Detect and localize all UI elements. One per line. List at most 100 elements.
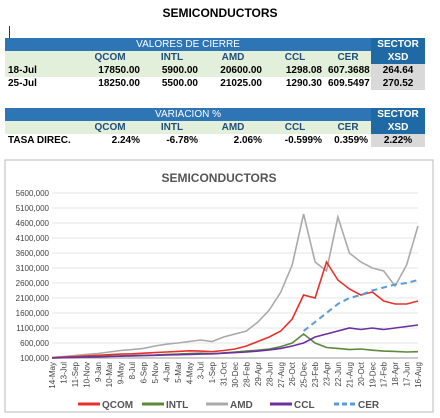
cell: 21025.00 — [220, 78, 262, 89]
x-tick-label: 10-Mar — [105, 362, 114, 388]
legend-label: QCOM — [102, 400, 133, 411]
x-tick-label: 16-Aug — [414, 362, 423, 388]
cell: 20600.00 — [220, 65, 262, 76]
variation-table: VARIACION % SECTOR QCOM INTL AMD CCL CER XSD T… — [5, 108, 426, 147]
x-tick-label: 23-Apr — [323, 362, 332, 386]
cell: -0.599% — [284, 135, 322, 146]
x-tick-label: 23-Feb — [311, 361, 320, 387]
page-title: SEMICONDUCTORS — [162, 6, 278, 20]
cell: INTL — [160, 122, 184, 133]
cell: 5500.00 — [161, 78, 198, 89]
cell: 270.52 — [371, 77, 426, 90]
cell: XSD — [371, 121, 426, 134]
x-tick-label: 6-Sep — [140, 361, 149, 383]
x-tick-label: 13-Jul — [59, 362, 68, 384]
y-tick-label: 3100,000 — [16, 264, 50, 273]
cursor — [9, 26, 10, 38]
cell: 609.5497 — [328, 78, 370, 89]
cell: -6.78% — [166, 135, 198, 146]
legend-label: INTL — [166, 400, 188, 411]
y-tick-label: 3600,000 — [16, 249, 50, 258]
cell: 1298.08 — [285, 65, 322, 76]
cell: 2.22% — [371, 134, 426, 147]
x-tick-label: 29-Apr — [254, 362, 263, 386]
cell: TASA DIREC. — [8, 135, 71, 146]
cell: 607.3688 — [328, 65, 370, 76]
series-line — [51, 324, 419, 359]
x-tick-label: 30-Dec — [231, 362, 240, 388]
x-tick-label: 28-Feb — [242, 361, 251, 387]
y-tick-label: 2100,000 — [16, 294, 50, 303]
x-tick-label: 10-Nov — [82, 362, 91, 388]
y-tick-label: 2600,000 — [16, 279, 50, 288]
cell: 264.64 — [371, 64, 426, 77]
x-tick-label: 18-Apr — [391, 362, 400, 386]
cell: 2.24% — [111, 135, 140, 146]
column-row: QCOM INTL AMD CCL CER XSD — [5, 121, 426, 134]
x-tick-label: 1-Sep — [208, 361, 217, 383]
x-tick-label: 26-Oct — [288, 361, 297, 386]
chart-frame — [4, 159, 434, 413]
x-tick-label: 20-Oct — [357, 361, 366, 386]
x-tick-label: 9-May — [117, 362, 126, 384]
cell: AMD — [221, 52, 245, 63]
legend-label: CER — [358, 400, 380, 411]
x-tick-label: 5-Nov — [151, 362, 160, 383]
x-tick-label: 28-Jun — [265, 362, 274, 386]
y-tick-label: 600,000 — [20, 339, 49, 348]
row: 25-Jul 18250.00 5500.00 21025.00 1290.30 609.… — [5, 77, 426, 90]
cell: QCOM — [94, 52, 126, 63]
cell: 2.06% — [233, 135, 262, 146]
x-tick-label: 9-Jan — [94, 362, 103, 382]
cell: 17850.00 — [98, 65, 140, 76]
x-tick-label: 25-Dec — [300, 362, 309, 388]
x-tick-label: 21-Aug — [345, 362, 354, 388]
cell: XSD — [371, 51, 426, 64]
y-tick-label: 5600,000 — [16, 189, 50, 198]
x-tick-label: 19-Dec — [368, 362, 377, 388]
y-tick-label: 100,000 — [20, 354, 49, 363]
series-line — [302, 279, 419, 332]
y-tick-label: 4100,000 — [16, 234, 50, 243]
cell: CER — [337, 122, 359, 133]
x-tick-label: 8-Jul — [128, 362, 137, 380]
x-tick-label: 17-Jun — [403, 362, 412, 386]
cell: AMD — [221, 122, 245, 133]
x-tick-label: 14-May — [48, 362, 57, 389]
cell: 18-Jul — [8, 65, 37, 76]
x-tick-label: 17-Feb — [380, 361, 389, 387]
y-tick-label: 1600,000 — [16, 309, 50, 318]
cell: 5900.00 — [161, 65, 198, 76]
cell: INTL — [160, 52, 184, 63]
y-tick-label: 5100,000 — [16, 204, 50, 213]
x-tick-label: 3-Jul — [197, 362, 206, 380]
cell: CCL — [284, 122, 306, 133]
x-tick-label: 31-Oct — [220, 361, 229, 386]
column-row: QCOM INTL AMD CCL CER XSD — [5, 51, 426, 64]
cell: CCL — [284, 52, 306, 63]
series-line — [51, 260, 419, 359]
sector-header: SECTOR — [371, 108, 426, 121]
cell: 25-Jul — [8, 78, 37, 89]
cell: 1290.30 — [285, 78, 322, 89]
legend-label: AMD — [230, 400, 253, 411]
x-tick-label: 22-Jun — [334, 362, 343, 386]
table-header: VARIACION % — [5, 108, 372, 121]
x-tick-label: 4-Jan — [162, 362, 171, 382]
legend-label: CCL — [294, 400, 315, 411]
row: TASA DIREC. 2.24% -6.78% 2.06% -0.599% 0.359%… — [5, 134, 426, 147]
x-tick-label: 27-Aug — [277, 362, 286, 388]
cell: 0.359% — [334, 135, 369, 146]
row: 18-Jul 17850.00 5900.00 20600.00 1298.08 607.… — [5, 64, 426, 77]
series-line — [51, 213, 419, 359]
y-tick-label: 4600,000 — [16, 219, 50, 228]
chart-title: SEMICONDUCTORS — [161, 171, 276, 185]
cell: CER — [337, 52, 359, 63]
x-tick-label: 4-May — [185, 362, 194, 384]
x-tick-label: 5-Mar — [174, 362, 183, 383]
y-tick-label: 1100,000 — [16, 324, 49, 333]
x-tick-label: 11-Sep — [71, 361, 80, 387]
cell: 18250.00 — [98, 78, 140, 89]
